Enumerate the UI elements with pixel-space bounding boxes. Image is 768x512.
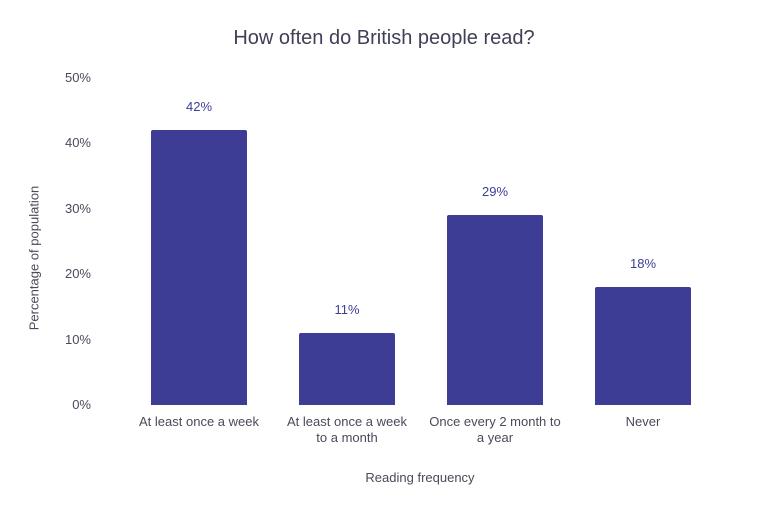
y-tick-label: 30%	[64, 200, 91, 216]
bar	[595, 287, 691, 405]
x-tick-label: At least once a week to a month	[287, 414, 407, 445]
bar-value-label: 11%	[334, 302, 360, 318]
bar	[151, 130, 247, 405]
chart-title: How often do British people read?	[233, 27, 535, 49]
x-tick-label: At least once a week	[139, 414, 259, 429]
bar-value-label: 18%	[629, 256, 657, 272]
y-tick-label: 40%	[64, 135, 91, 151]
bar-value-label: 42%	[185, 99, 213, 115]
x-tick-label: Never	[625, 414, 661, 429]
y-tick-label: 0%	[72, 397, 91, 412]
bar	[447, 215, 543, 405]
bar-value-label: 29%	[481, 184, 509, 200]
y-tick-label: 10%	[64, 331, 91, 347]
y-tick-label: 20%	[64, 266, 91, 282]
x-tick-label: Once every 2 month to a year	[429, 414, 561, 445]
x-axis-label: Reading frequency	[365, 470, 475, 485]
bar	[299, 333, 395, 405]
y-tick-label: 50%	[64, 70, 91, 85]
